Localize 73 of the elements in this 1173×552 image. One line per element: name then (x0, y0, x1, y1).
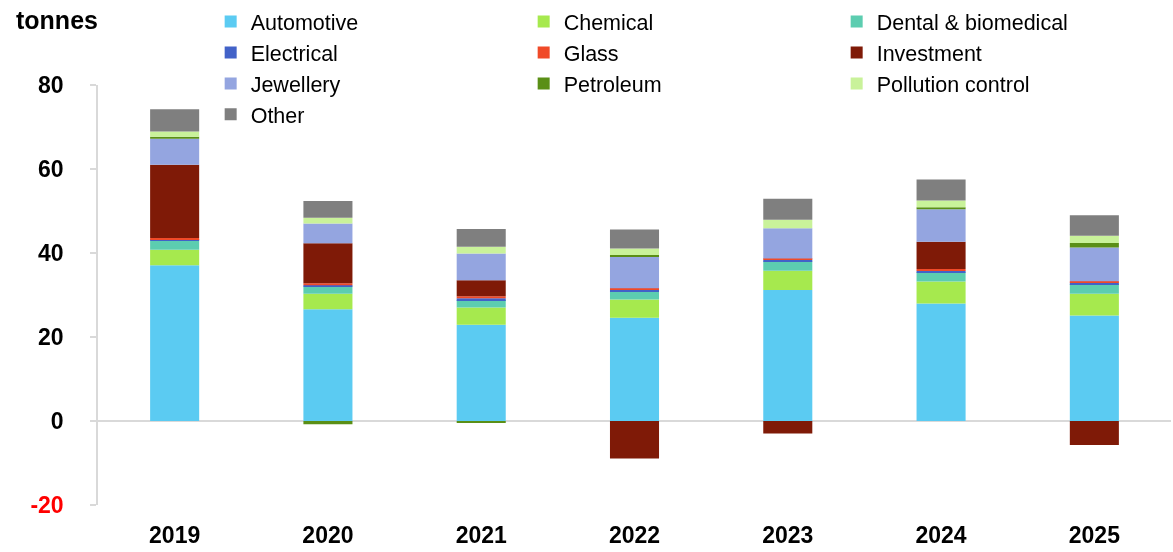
bar (763, 421, 813, 434)
y-tick-label: 40 (38, 240, 64, 267)
bar (456, 229, 506, 247)
bar (303, 200, 353, 218)
bar (303, 286, 353, 294)
bar (763, 289, 813, 421)
bar (150, 164, 200, 238)
bar (1069, 215, 1119, 236)
bar (150, 136, 200, 139)
bar (150, 131, 200, 137)
bar (456, 307, 506, 325)
bar (303, 309, 353, 421)
x-tick-label: 2024 (915, 522, 967, 548)
bar (609, 317, 660, 421)
bar (150, 265, 200, 421)
bar (763, 219, 813, 229)
legend-label: Automotive (250, 10, 359, 35)
legend-label: Investment (876, 41, 982, 66)
bar (456, 253, 506, 281)
x-tick-label: 2022 (608, 522, 661, 548)
bar (1069, 247, 1119, 282)
legend-label: Chemical (563, 10, 654, 35)
y-tick-label: 60 (38, 156, 64, 183)
bar (303, 217, 353, 224)
legend-label: Pollution control (876, 72, 1030, 97)
legend-label: Jewellery (250, 72, 341, 97)
bar (609, 248, 660, 256)
bar (763, 270, 813, 290)
bar (150, 240, 200, 250)
x-tick-label: 2021 (455, 522, 507, 548)
bar (150, 109, 200, 132)
bar (609, 229, 660, 249)
y-tick-label: 80 (38, 72, 64, 99)
y-axis-title: tonnes (16, 6, 98, 34)
bar (150, 138, 200, 165)
bar (763, 198, 813, 220)
legend-label: Glass (563, 41, 619, 66)
y-tick-label: 0 (50, 408, 64, 435)
bar (916, 241, 966, 269)
bar (1069, 235, 1119, 243)
legend-label: Dental & biomedical (876, 10, 1068, 35)
bar (456, 324, 506, 421)
bar (763, 228, 813, 259)
bar (303, 293, 353, 310)
y-tick-label: 20 (38, 324, 64, 351)
bar (763, 261, 813, 271)
bar (150, 249, 200, 266)
x-tick-label: 2023 (762, 522, 814, 548)
bar (916, 207, 966, 210)
x-tick-label: 2025 (1068, 522, 1121, 548)
bar (609, 299, 660, 318)
bar (916, 209, 966, 242)
bar (456, 280, 506, 297)
bar (303, 243, 353, 284)
bar (1069, 293, 1119, 316)
legend-label: Other (250, 103, 305, 128)
bar (916, 272, 966, 282)
y-tick-label: -20 (30, 492, 64, 519)
bar (303, 223, 353, 244)
bar (609, 421, 660, 459)
bar (1069, 242, 1119, 248)
bar (1069, 284, 1119, 294)
bar (1069, 421, 1119, 445)
bar (1069, 315, 1119, 421)
bar (916, 303, 966, 421)
x-tick-label: 2020 (302, 522, 354, 548)
bar (916, 179, 966, 201)
legend-label: Electrical (250, 41, 338, 66)
bar (609, 291, 660, 300)
x-tick-label: 2019 (149, 522, 201, 548)
bar (609, 256, 660, 289)
bar (916, 281, 966, 304)
legend-label: Petroleum (563, 72, 662, 97)
